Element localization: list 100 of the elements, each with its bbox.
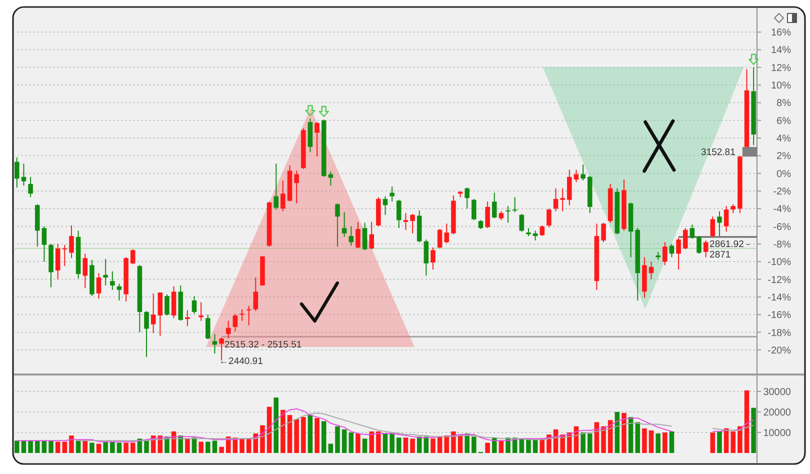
bar — [90, 442, 94, 453]
candlestick — [253, 277, 258, 312]
candlestick — [110, 270, 115, 290]
bar — [55, 442, 60, 453]
candlestick — [232, 313, 238, 332]
y-tick-label: 30000 — [763, 386, 792, 398]
y-tick-label: 4% — [776, 134, 792, 145]
candlestick — [519, 213, 524, 232]
candlestick — [492, 192, 497, 219]
bar — [662, 432, 668, 453]
y-tick-label: -20% — [768, 345, 792, 356]
bar — [410, 438, 415, 453]
candlestick — [676, 237, 681, 270]
bar — [498, 440, 504, 453]
candlestick — [158, 292, 163, 336]
bar — [382, 433, 388, 453]
candlestick — [198, 302, 204, 322]
y-tick-label: 20000 — [763, 407, 792, 418]
bar — [260, 425, 265, 453]
candlestick — [430, 247, 436, 270]
y-tick-label: -8% — [773, 239, 792, 250]
bar — [110, 442, 115, 453]
candlestick — [472, 198, 476, 221]
bar — [76, 440, 81, 453]
annotation: ←2440.91 — [219, 356, 263, 368]
candlestick — [328, 171, 334, 186]
bar — [580, 432, 586, 453]
candlestick — [464, 186, 470, 210]
candlestick — [144, 310, 149, 358]
bar — [144, 440, 149, 453]
y-tick-label: -6% — [773, 222, 792, 233]
candlestick — [14, 156, 20, 188]
candlestick — [553, 188, 558, 212]
candlestick — [512, 196, 518, 213]
bar — [437, 436, 442, 453]
candlestick — [437, 228, 442, 249]
y-tick-label: -12% — [768, 274, 792, 286]
candlestick — [69, 224, 74, 259]
candlestick — [294, 170, 299, 204]
bar — [369, 431, 374, 453]
candlestick — [42, 226, 47, 262]
candlestick — [164, 294, 170, 316]
y-tick-label: -18% — [768, 328, 792, 339]
candlestick — [382, 196, 388, 216]
bar — [62, 442, 68, 453]
candlestick — [171, 286, 176, 319]
bar — [48, 440, 54, 453]
candlestick — [280, 180, 286, 212]
bar — [96, 444, 102, 453]
candlestick — [62, 244, 68, 267]
candlestick — [396, 199, 402, 229]
candlestick — [274, 163, 278, 210]
bar — [206, 442, 210, 453]
y-tick-label: 10% — [770, 80, 792, 92]
candlestick — [82, 253, 88, 289]
candlestick — [226, 320, 231, 339]
candlestick — [348, 226, 354, 246]
candlestick — [212, 334, 218, 354]
bar — [130, 442, 136, 453]
candlestick — [444, 223, 450, 244]
bar — [34, 440, 40, 453]
bar — [472, 436, 476, 453]
bar — [246, 438, 252, 453]
bar — [751, 408, 756, 453]
bar — [185, 438, 190, 453]
bar — [532, 440, 538, 453]
candlestick — [580, 164, 586, 181]
candlestick — [356, 221, 360, 249]
candlestick — [390, 186, 394, 202]
bar — [280, 410, 286, 453]
bar — [356, 433, 360, 453]
bar — [362, 438, 368, 453]
candlestick — [28, 176, 33, 198]
y-tick-label: -16% — [768, 310, 792, 322]
bar — [744, 390, 750, 453]
y-tick-label: 2% — [776, 151, 792, 162]
candlestick — [116, 283, 122, 301]
y-tick-label: 10000 — [763, 428, 792, 439]
bar — [124, 442, 128, 453]
bar — [648, 430, 654, 453]
candlestick — [369, 221, 374, 250]
candlestick — [506, 206, 510, 224]
candlestick — [717, 210, 722, 237]
candlestick — [335, 202, 340, 248]
bar — [287, 415, 292, 453]
candlestick — [690, 224, 695, 240]
bar — [642, 428, 647, 453]
bar — [308, 415, 313, 453]
candlestick — [567, 169, 572, 206]
bar — [730, 431, 736, 453]
bar — [212, 440, 218, 453]
bar — [314, 418, 320, 453]
bar — [294, 419, 299, 453]
candlestick — [192, 296, 197, 314]
bar — [635, 422, 640, 453]
bar — [656, 433, 660, 453]
bar — [348, 432, 354, 453]
bar — [14, 440, 20, 453]
candlestick — [710, 216, 716, 238]
bar — [274, 398, 278, 453]
